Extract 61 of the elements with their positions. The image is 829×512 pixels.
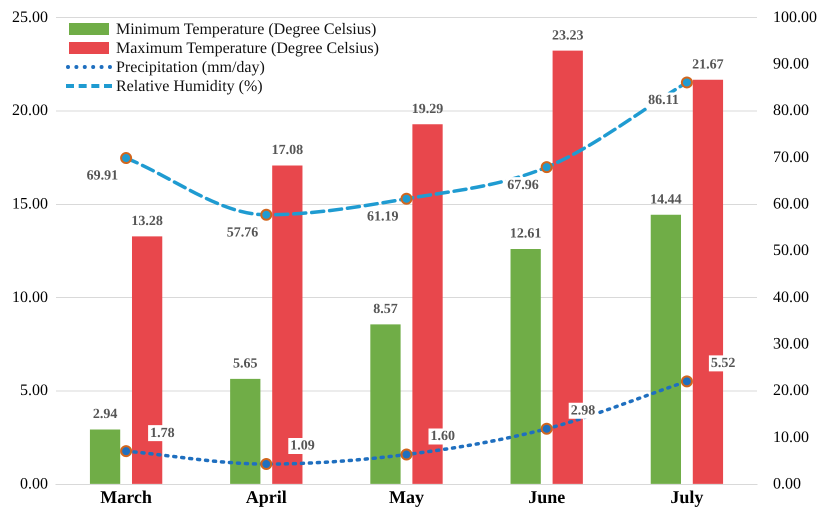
bar [650, 214, 682, 484]
x-tick-label: March [100, 486, 152, 507]
y-tick-label: 0.00 [20, 476, 48, 493]
data-label: 17.08 [272, 143, 304, 158]
y2-tick-label: 10.00 [773, 428, 809, 446]
y-tick-label: 25.00 [12, 8, 48, 26]
point [260, 458, 272, 470]
data-label: 86.11 [648, 93, 679, 108]
legend-label: Precipitation (mm/day) [116, 58, 265, 77]
data-label: 23.23 [552, 28, 584, 44]
data-label: 21.67 [692, 57, 724, 72]
y-tick-label: 5.00 [20, 382, 48, 400]
y2-tick-label: 40.00 [773, 288, 809, 306]
y-tick-label: 10.00 [12, 288, 48, 306]
y2-tick-label: 70.00 [773, 148, 809, 166]
legend-label: Relative Humidity (%) [116, 76, 263, 96]
point [260, 208, 272, 221]
point [680, 375, 693, 388]
data-label: 69.91 [86, 168, 118, 184]
data-label: 2.98 [570, 403, 596, 418]
data-label: 61.19 [367, 209, 398, 224]
data-label: 19.29 [412, 102, 444, 117]
point [540, 161, 553, 174]
point [120, 445, 132, 458]
data-label: 1.60 [430, 429, 455, 444]
x-tick-label: April [246, 486, 287, 507]
data-label: 1.78 [150, 426, 175, 441]
y2-tick-label: 60.00 [773, 196, 809, 213]
y2-tick-label: 50.00 [773, 242, 809, 260]
y2-tick-label: 30.00 [773, 336, 809, 353]
y2-tick-label: 100.00 [773, 8, 817, 26]
point [540, 422, 553, 435]
point [680, 76, 693, 88]
x-tick-label: June [528, 486, 566, 507]
legend-label: Minimum Temperature (Degree Celsius) [116, 20, 376, 39]
data-label: 5.65 [233, 356, 258, 372]
data-label: 67.96 [507, 178, 539, 193]
bar [90, 430, 120, 484]
bar [230, 378, 260, 484]
y-tick-label: 20.00 [12, 102, 48, 120]
legend-label: Maximum Temperature (Degree Celsius) [116, 38, 379, 58]
y2-tick-label: 20.00 [773, 382, 809, 400]
y2-tick-label: 0.00 [773, 476, 801, 493]
y2-tick-label: 90.00 [773, 55, 809, 72]
x-tick-label: May [389, 486, 424, 507]
y2-tick-label: 80.00 [773, 102, 809, 120]
point [400, 448, 412, 461]
data-label: 57.76 [226, 225, 258, 240]
y-tick-label: 15.00 [12, 196, 48, 213]
point [400, 192, 412, 205]
data-label: 8.57 [373, 302, 398, 317]
data-label: 5.52 [710, 356, 736, 371]
data-label: 14.44 [650, 192, 682, 208]
data-label: 13.28 [131, 214, 163, 230]
data-label: 1.09 [290, 438, 315, 454]
point [120, 152, 132, 164]
data-label: 12.61 [510, 226, 542, 242]
bar [510, 248, 541, 484]
bar [370, 324, 401, 484]
x-tick-label: July [670, 486, 704, 507]
data-label: 2.94 [92, 407, 118, 422]
